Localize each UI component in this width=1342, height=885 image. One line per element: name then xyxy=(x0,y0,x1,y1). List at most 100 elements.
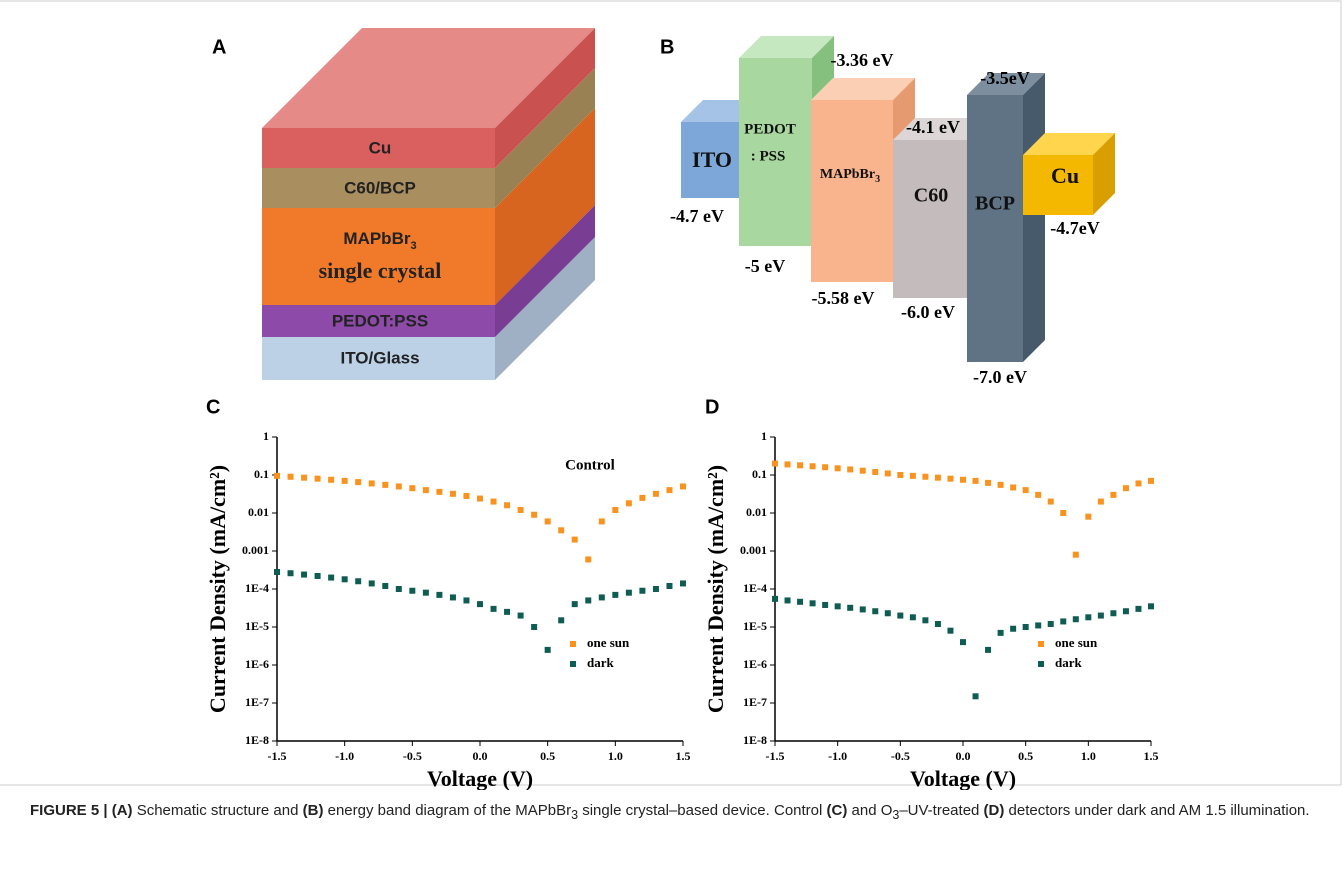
marker xyxy=(1148,603,1154,609)
marker xyxy=(558,617,564,623)
marker xyxy=(572,601,578,607)
marker xyxy=(910,614,916,620)
marker xyxy=(947,628,953,634)
marker xyxy=(680,580,686,586)
y-tick-label: 0.1 xyxy=(254,467,269,481)
caption-text: detectors under dark and AM 1.5 illumina… xyxy=(1004,802,1309,819)
box-label: C60 xyxy=(914,185,948,207)
marker xyxy=(922,474,928,480)
y-tick-label: 1E-7 xyxy=(245,695,269,709)
marker xyxy=(797,462,803,468)
marker xyxy=(985,647,991,653)
caption-text: energy band diagram of the MAPbBr xyxy=(323,802,571,819)
marker xyxy=(797,599,803,605)
marker xyxy=(518,507,524,513)
marker xyxy=(572,537,578,543)
marker xyxy=(396,586,402,592)
marker xyxy=(1085,614,1091,620)
x-tick-label: 1.5 xyxy=(1144,749,1159,763)
marker xyxy=(1135,480,1141,486)
y-tick-label: 1E-8 xyxy=(245,733,269,747)
marker xyxy=(653,586,659,592)
y-tick-label: 1E-6 xyxy=(743,657,767,671)
marker xyxy=(1035,622,1041,628)
marker xyxy=(639,588,645,594)
marker xyxy=(315,476,321,482)
caption-text: single crystal–based device. Control xyxy=(578,802,826,819)
layer-label: C60/BCP xyxy=(344,178,416,197)
marker xyxy=(835,465,841,471)
energy-label: -5 eV xyxy=(745,256,785,276)
y-tick-label: 1 xyxy=(761,429,767,443)
y-tick-label: 1E-4 xyxy=(743,581,767,595)
marker xyxy=(1098,499,1104,505)
caption-text: (C) xyxy=(827,802,848,819)
marker xyxy=(450,594,456,600)
box-label: PEDOT xyxy=(744,121,796,137)
marker xyxy=(1010,484,1016,490)
panel-label: A xyxy=(212,36,226,58)
marker xyxy=(612,592,618,598)
marker xyxy=(1023,487,1029,493)
marker xyxy=(599,594,605,600)
band-diagram xyxy=(681,36,1115,362)
marker xyxy=(872,608,878,614)
y-tick-label: 0.001 xyxy=(740,543,767,557)
y-tick-label: 0.1 xyxy=(752,467,767,481)
marker xyxy=(922,617,928,623)
marker xyxy=(1023,624,1029,630)
box-label: BCP xyxy=(975,193,1015,215)
marker xyxy=(1035,492,1041,498)
marker xyxy=(599,518,605,524)
x-tick-label: -0.5 xyxy=(403,749,422,763)
marker xyxy=(1048,621,1054,627)
marker xyxy=(847,605,853,611)
marker xyxy=(998,482,1004,488)
marker xyxy=(973,693,979,699)
marker xyxy=(477,496,483,502)
box-label: : PSS xyxy=(751,148,786,164)
caption-text: Schematic structure and xyxy=(133,802,303,819)
marker xyxy=(518,613,524,619)
marker xyxy=(531,624,537,630)
marker xyxy=(1085,514,1091,520)
marker xyxy=(504,609,510,615)
caption: FIGURE 5 | (A) Schematic structure and (… xyxy=(30,800,1320,826)
layer-label: PEDOT:PSS xyxy=(332,311,428,330)
y-axis-label: Current Density (mA/cm²) xyxy=(703,465,728,713)
marker xyxy=(328,477,334,483)
caption-text: 3 xyxy=(571,808,578,822)
marker xyxy=(355,479,361,485)
box-label: Cu xyxy=(1051,163,1079,188)
x-tick-label: 1.0 xyxy=(1081,749,1096,763)
legend-label: one sun xyxy=(1055,635,1098,650)
marker xyxy=(450,491,456,497)
caption-text: FIGURE 5 | xyxy=(30,802,112,819)
layer-label: Cu xyxy=(369,138,392,157)
marker xyxy=(369,480,375,486)
figure: A Cu C60/BCP MAPbBr3 single crystal PEDO… xyxy=(0,0,1342,790)
marker xyxy=(1148,478,1154,484)
marker xyxy=(423,487,429,493)
marker xyxy=(960,639,966,645)
marker xyxy=(680,483,686,489)
box-label: ITO xyxy=(692,147,732,172)
y-tick-label: 1E-8 xyxy=(743,733,767,747)
page: A Cu C60/BCP MAPbBr3 single crystal PEDO… xyxy=(0,0,1342,885)
marker xyxy=(342,478,348,484)
y-tick-label: 1 xyxy=(263,429,269,443)
x-tick-label: 0.5 xyxy=(1018,749,1033,763)
y-tick-label: 0.001 xyxy=(242,543,269,557)
marker xyxy=(985,480,991,486)
marker xyxy=(315,573,321,579)
marker xyxy=(960,477,966,483)
energy-label: -4.7eV xyxy=(1050,218,1099,238)
marker xyxy=(810,600,816,606)
marker xyxy=(423,590,429,596)
legend-marker xyxy=(570,641,576,647)
marker xyxy=(885,610,891,616)
energy-label: -3.5eV xyxy=(980,68,1029,88)
marker xyxy=(885,470,891,476)
panel-label: B xyxy=(660,36,674,58)
energy-label: -4.1 eV xyxy=(906,117,960,137)
